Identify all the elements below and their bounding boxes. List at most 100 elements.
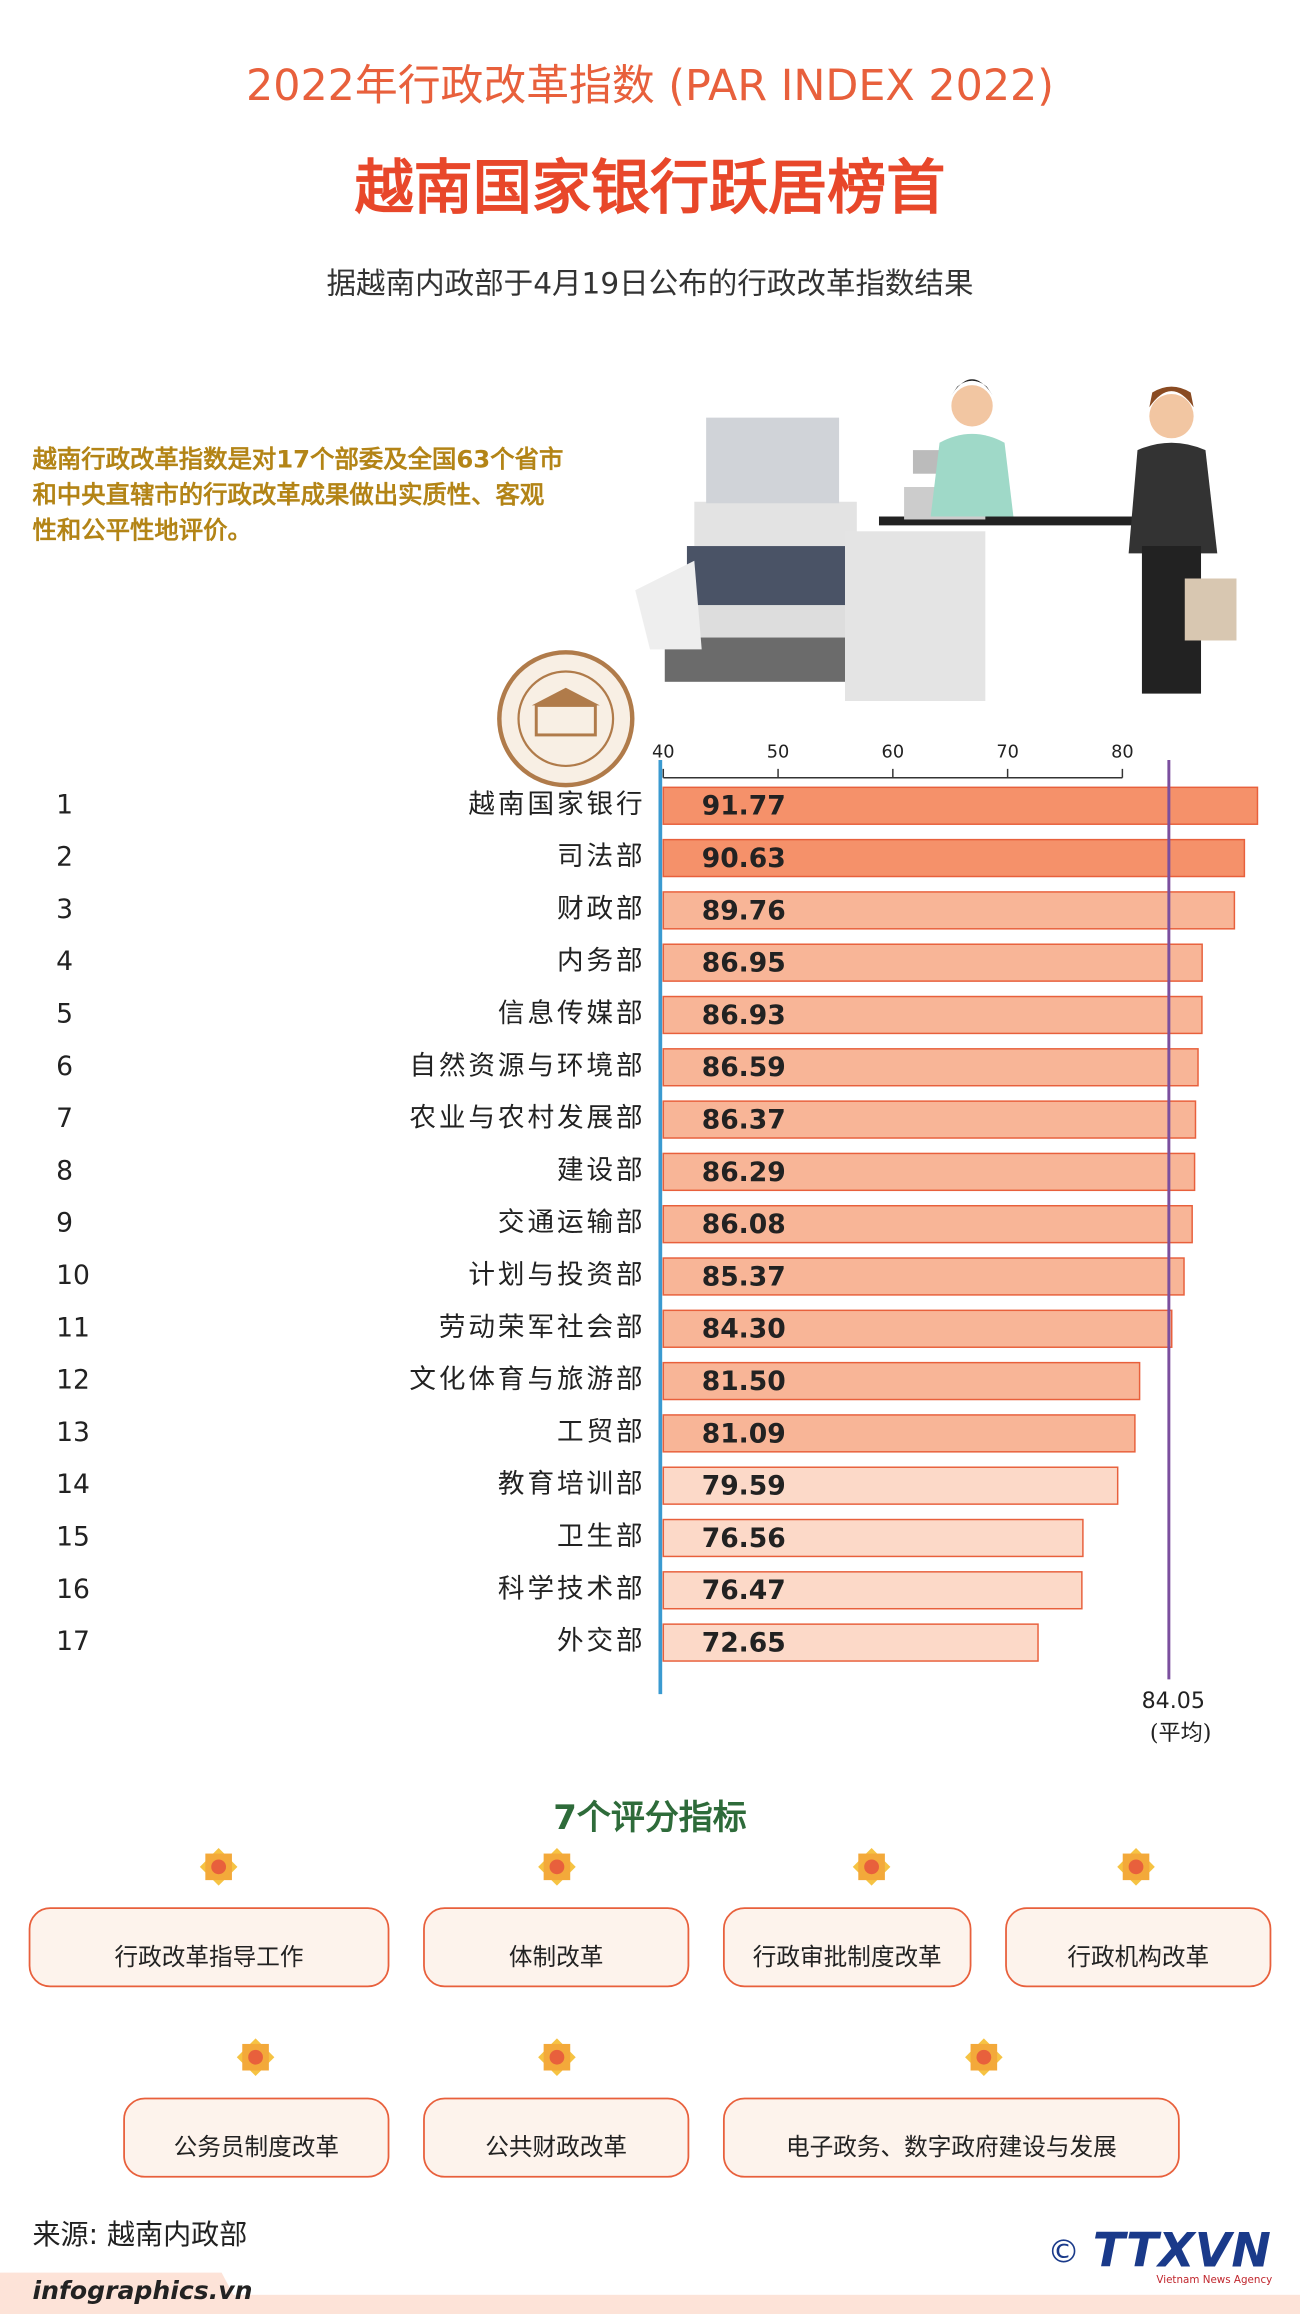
- intro-line: 越南行政改革指数是对17个部委及全国63个省市: [32, 444, 563, 473]
- category-label: 计划与投资部: [468, 1259, 645, 1290]
- category-label: 财政部: [557, 893, 646, 924]
- value-label: 86.37: [702, 1105, 786, 1136]
- rank: 1: [56, 789, 73, 820]
- criterion-label: 电子政务、数字政府建设与发展: [786, 2133, 1117, 2161]
- criterion: 电子政务、数字政府建设与发展: [722, 2038, 1180, 2178]
- criterion-label: 公务员制度改革: [174, 2133, 339, 2161]
- rank: 12: [56, 1365, 90, 1396]
- criterion-icon: [1128, 1859, 1144, 1875]
- rank: 2: [56, 842, 73, 873]
- rank: 4: [56, 946, 73, 977]
- bar: [662, 1048, 1199, 1087]
- criterion-box: [28, 1907, 390, 1988]
- headline: 越南国家银行跃居榜首: [355, 153, 946, 222]
- criterion-box: [423, 1907, 690, 1988]
- bar: [662, 1518, 1084, 1558]
- bar: [662, 891, 1236, 930]
- criterion: 公共财政改革: [423, 2038, 690, 2178]
- category-label: 工贸部: [557, 1416, 646, 1447]
- criterion-icon: [864, 1859, 879, 1875]
- category-label: 文化体育与旅游部: [409, 1364, 645, 1395]
- value-label: 72.65: [702, 1628, 786, 1659]
- illustration: [635, 379, 1237, 701]
- brand-tagline: Vietnam News Agency: [1156, 2274, 1272, 2286]
- criterion-box: [123, 2097, 390, 2178]
- rank: 17: [56, 1626, 90, 1657]
- bar: [662, 1100, 1197, 1139]
- criterion-label: 公共财政改革: [485, 2133, 627, 2161]
- criterion-box: [722, 1907, 972, 1988]
- category-label: 越南国家银行: [468, 789, 645, 820]
- x-tick-label: 80: [1111, 743, 1134, 763]
- average-note: (平均): [1150, 1720, 1212, 1746]
- footer-strip: [0, 2294, 1300, 2314]
- rank: 11: [56, 1312, 90, 1343]
- x-tick-label: 50: [767, 743, 790, 763]
- bank-logo: [497, 650, 635, 788]
- value-label: 91.77: [702, 791, 786, 822]
- criterion-icon: [549, 2049, 565, 2065]
- intro-line: 性和公平性地评价。: [32, 515, 251, 544]
- criterion-icon: [248, 2049, 263, 2065]
- category-label: 内务部: [557, 946, 646, 977]
- value-label: 81.09: [702, 1418, 786, 1449]
- value-label: 79.59: [702, 1471, 786, 1502]
- source: 来源: 越南内政部: [32, 2218, 247, 2251]
- criterion-box: [722, 2097, 1180, 2178]
- value-label: 90.63: [702, 843, 786, 874]
- criterion-label: 行政改革指导工作: [115, 1943, 304, 1971]
- value-label: 76.56: [702, 1523, 786, 1554]
- bar: [662, 1257, 1185, 1296]
- bar: [662, 943, 1203, 982]
- criteria-title: 7个评分指标: [553, 1798, 746, 1838]
- value-label: 86.08: [702, 1209, 786, 1240]
- value-label: 84.30: [702, 1314, 786, 1345]
- x-tick-label: 60: [882, 743, 905, 763]
- rank: 7: [56, 1103, 73, 1134]
- bar: [662, 1571, 1083, 1610]
- rank: 16: [56, 1574, 90, 1605]
- intro: 越南行政改革指数是对17个部委及全国63个省市 和中央直辖市的行政改革成果做出实…: [32, 444, 563, 544]
- category-label: 自然资源与环境部: [409, 1050, 645, 1081]
- criterion-box: [423, 2097, 690, 2178]
- subtitle: 据越南内政部于4月19日公布的行政改革指数结果: [327, 266, 974, 300]
- bar: [662, 1309, 1173, 1348]
- value-label: 86.59: [702, 1052, 786, 1083]
- rank: 9: [56, 1208, 73, 1239]
- category-label: 科学技术部: [498, 1573, 646, 1604]
- rank: 3: [56, 894, 73, 925]
- bar: [662, 1152, 1196, 1192]
- value-label: 86.93: [702, 1000, 786, 1031]
- bar: [662, 1414, 1136, 1453]
- rank: 13: [56, 1417, 90, 1448]
- value-label: 76.47: [702, 1575, 786, 1606]
- category-label: 卫生部: [557, 1521, 646, 1552]
- copyright: ©: [1047, 2233, 1079, 2271]
- criterion: 体制改革: [423, 1848, 690, 1988]
- rank: 5: [56, 998, 73, 1029]
- criterion-label: 行政机构改革: [1067, 1943, 1209, 1971]
- intro-line: 和中央直辖市的行政改革成果做出实质性、客观: [32, 480, 544, 509]
- category-label: 交通运输部: [498, 1207, 646, 1238]
- rank: 14: [56, 1469, 90, 1500]
- bar: [662, 1623, 1039, 1662]
- category-label: 信息传媒部: [498, 998, 646, 1029]
- value-label: 81.50: [702, 1366, 786, 1397]
- rank: 8: [56, 1155, 73, 1186]
- value-label: 86.95: [702, 948, 786, 979]
- criterion: 行政机构改革: [1005, 1848, 1272, 1988]
- bar: [662, 1204, 1193, 1244]
- criterion-icon: [549, 1859, 565, 1875]
- criterion-icon: [976, 2049, 992, 2065]
- category-label: 教育培训部: [498, 1469, 646, 1500]
- x-tick-label: 40: [652, 743, 675, 763]
- rank: 10: [56, 1260, 90, 1291]
- value-label: 86.29: [702, 1157, 786, 1188]
- bar: [662, 1466, 1119, 1505]
- bar: [662, 838, 1246, 878]
- criterion: 行政审批制度改革: [722, 1848, 972, 1988]
- rank: 6: [56, 1051, 73, 1082]
- criterion-icon: [211, 1859, 227, 1875]
- category-label: 劳动荣军社会部: [439, 1312, 646, 1343]
